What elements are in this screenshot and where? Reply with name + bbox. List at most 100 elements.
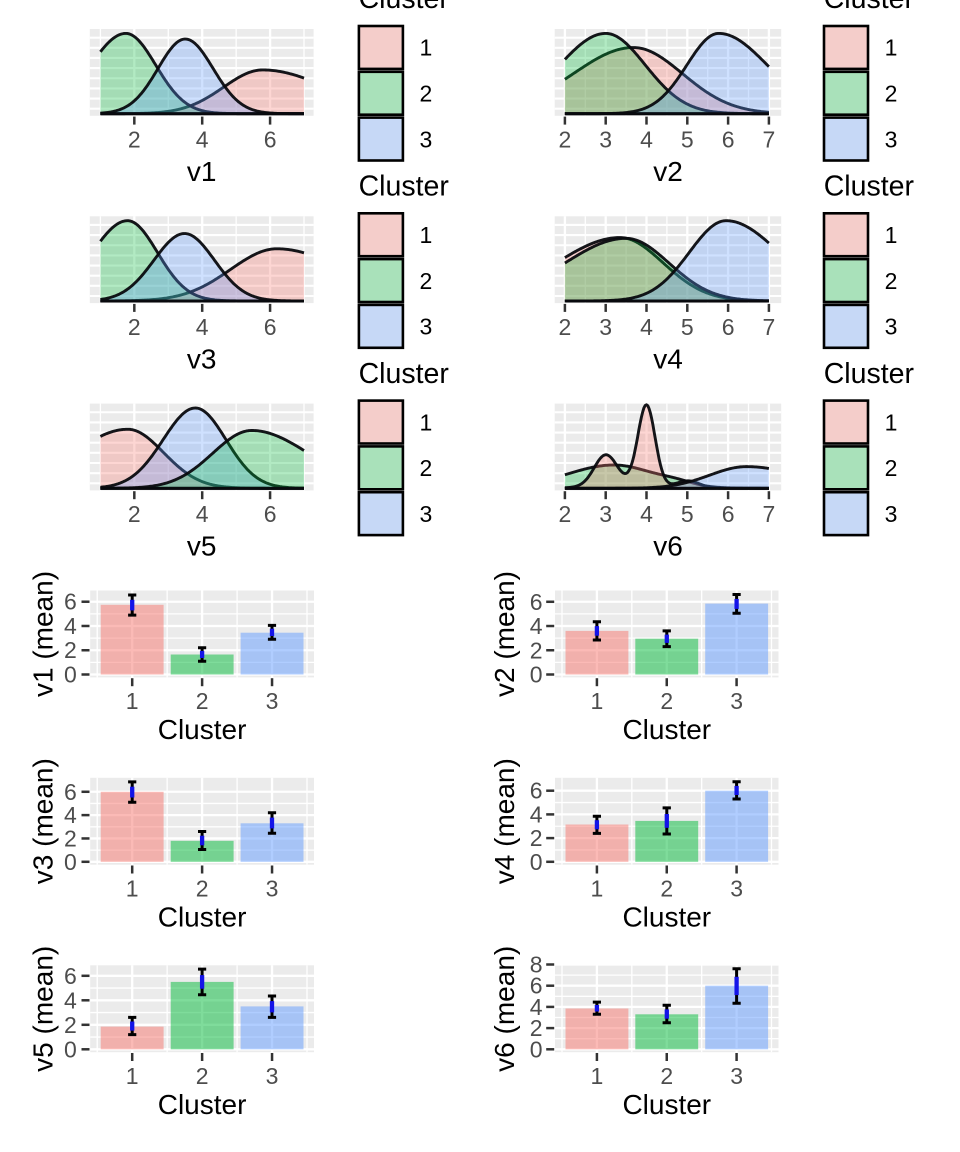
svg-text:v6: v6 [653, 531, 683, 562]
svg-text:2: 2 [64, 1012, 77, 1038]
svg-text:2: 2 [196, 875, 209, 901]
svg-text:v5 (mean): v5 (mean) [28, 946, 59, 1072]
svg-text:2: 2 [128, 314, 141, 340]
svg-text:2: 2 [660, 688, 673, 714]
svg-text:6: 6 [264, 127, 277, 153]
svg-text:v4 (mean): v4 (mean) [489, 758, 520, 884]
svg-text:1: 1 [126, 875, 139, 901]
svg-text:3: 3 [730, 688, 743, 714]
svg-text:7: 7 [763, 314, 776, 340]
svg-text:Cluster: Cluster [622, 714, 711, 745]
svg-text:6: 6 [722, 127, 735, 153]
svg-text:4: 4 [196, 127, 209, 153]
svg-text:Cluster: Cluster [158, 714, 247, 745]
svg-text:3: 3 [730, 875, 743, 901]
svg-text:v6 (mean): v6 (mean) [489, 946, 520, 1072]
svg-text:v3: v3 [187, 343, 217, 374]
svg-text:4: 4 [196, 314, 209, 340]
svg-text:2: 2 [885, 268, 898, 294]
svg-text:4: 4 [64, 802, 77, 828]
svg-text:4: 4 [64, 613, 77, 639]
svg-text:Cluster: Cluster [158, 902, 247, 933]
svg-text:1: 1 [591, 688, 604, 714]
svg-text:2: 2 [660, 1063, 673, 1089]
svg-text:0: 0 [530, 662, 543, 688]
svg-text:6: 6 [722, 501, 735, 527]
svg-text:Cluster: Cluster [824, 0, 915, 15]
svg-text:4: 4 [640, 127, 653, 153]
svg-text:6: 6 [722, 314, 735, 340]
svg-text:2: 2 [128, 127, 141, 153]
svg-text:6: 6 [530, 778, 543, 804]
svg-text:7: 7 [763, 501, 776, 527]
svg-text:Cluster: Cluster [622, 902, 711, 933]
svg-text:2: 2 [660, 875, 673, 901]
svg-text:3: 3 [266, 875, 279, 901]
svg-text:v5: v5 [187, 531, 217, 562]
svg-text:6: 6 [64, 779, 77, 805]
svg-text:Cluster: Cluster [359, 358, 450, 390]
svg-text:Cluster: Cluster [359, 0, 450, 15]
svg-text:2: 2 [559, 127, 572, 153]
svg-text:7: 7 [763, 127, 776, 153]
svg-text:3: 3 [420, 501, 433, 527]
svg-text:3: 3 [730, 1063, 743, 1089]
svg-text:0: 0 [530, 849, 543, 875]
svg-text:1: 1 [420, 35, 433, 61]
svg-text:8: 8 [530, 952, 543, 978]
svg-text:3: 3 [885, 314, 898, 340]
svg-text:2: 2 [559, 501, 572, 527]
svg-text:1: 1 [885, 35, 898, 61]
svg-text:1: 1 [420, 409, 433, 435]
svg-text:5: 5 [681, 501, 694, 527]
svg-text:v4: v4 [653, 343, 683, 374]
svg-text:4: 4 [530, 801, 543, 827]
svg-text:6: 6 [530, 589, 543, 615]
svg-text:2: 2 [420, 81, 433, 107]
svg-text:1: 1 [591, 875, 604, 901]
svg-text:3: 3 [266, 688, 279, 714]
svg-text:Cluster: Cluster [824, 358, 915, 390]
svg-text:2: 2 [64, 826, 77, 852]
svg-text:6: 6 [64, 589, 77, 615]
svg-text:1: 1 [591, 1063, 604, 1089]
svg-text:1: 1 [885, 409, 898, 435]
svg-text:Cluster: Cluster [359, 171, 450, 203]
svg-text:3: 3 [599, 501, 612, 527]
svg-text:2: 2 [885, 455, 898, 481]
svg-text:2: 2 [196, 688, 209, 714]
svg-text:6: 6 [264, 314, 277, 340]
svg-text:Cluster: Cluster [158, 1089, 247, 1120]
svg-text:3: 3 [420, 314, 433, 340]
svg-text:0: 0 [64, 849, 77, 875]
svg-text:v1 (mean): v1 (mean) [28, 571, 59, 697]
svg-text:1: 1 [420, 222, 433, 248]
svg-text:2: 2 [885, 81, 898, 107]
svg-text:0: 0 [64, 1036, 77, 1062]
svg-text:2: 2 [559, 314, 572, 340]
svg-text:4: 4 [640, 314, 653, 340]
svg-text:3: 3 [885, 126, 898, 152]
svg-text:4: 4 [640, 501, 653, 527]
svg-text:2: 2 [530, 1015, 543, 1041]
svg-text:2: 2 [196, 1063, 209, 1089]
svg-text:4: 4 [196, 501, 209, 527]
svg-text:4: 4 [530, 994, 543, 1020]
svg-text:v3 (mean): v3 (mean) [28, 758, 59, 884]
svg-text:1: 1 [885, 222, 898, 248]
svg-text:2: 2 [420, 268, 433, 294]
svg-text:0: 0 [64, 662, 77, 688]
svg-text:5: 5 [681, 314, 694, 340]
svg-text:6: 6 [264, 501, 277, 527]
svg-text:2: 2 [64, 637, 77, 663]
svg-text:2: 2 [420, 455, 433, 481]
svg-text:v2 (mean): v2 (mean) [489, 571, 520, 697]
svg-text:3: 3 [420, 126, 433, 152]
svg-text:Cluster: Cluster [622, 1089, 711, 1120]
svg-text:Cluster: Cluster [824, 171, 915, 203]
svg-text:0: 0 [530, 1036, 543, 1062]
svg-text:v1: v1 [187, 156, 217, 187]
svg-text:1: 1 [126, 688, 139, 714]
svg-text:3: 3 [599, 127, 612, 153]
svg-text:2: 2 [128, 501, 141, 527]
